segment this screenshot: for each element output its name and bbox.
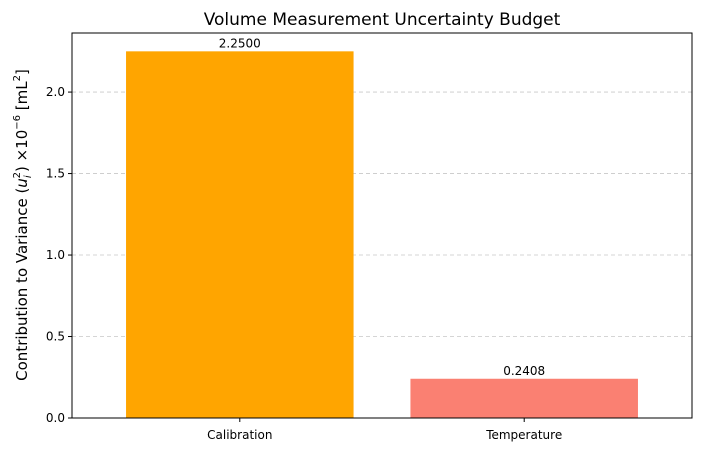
y-tick-label: 1.5: [46, 167, 65, 181]
chart-title: Volume Measurement Uncertainty Budget: [204, 10, 561, 30]
y-axis-label: Contribution to Variance (ui2) ×10−6 [mL…: [12, 69, 34, 381]
y-tick-label: 0.0: [46, 411, 65, 425]
y-tick-label: 0.5: [46, 330, 65, 344]
y-tick-label: 2.0: [46, 85, 65, 99]
x-tick-label: Temperature: [485, 428, 562, 442]
plot-frame: [71, 32, 693, 419]
data-label: 0.2408: [503, 364, 545, 378]
y-tick-label: 1.0: [46, 248, 65, 262]
bar-temperature: [410, 378, 638, 418]
x-tick-label: Calibration: [207, 428, 272, 442]
bar-calibration: [126, 51, 354, 418]
data-label: 2.2500: [219, 36, 261, 50]
